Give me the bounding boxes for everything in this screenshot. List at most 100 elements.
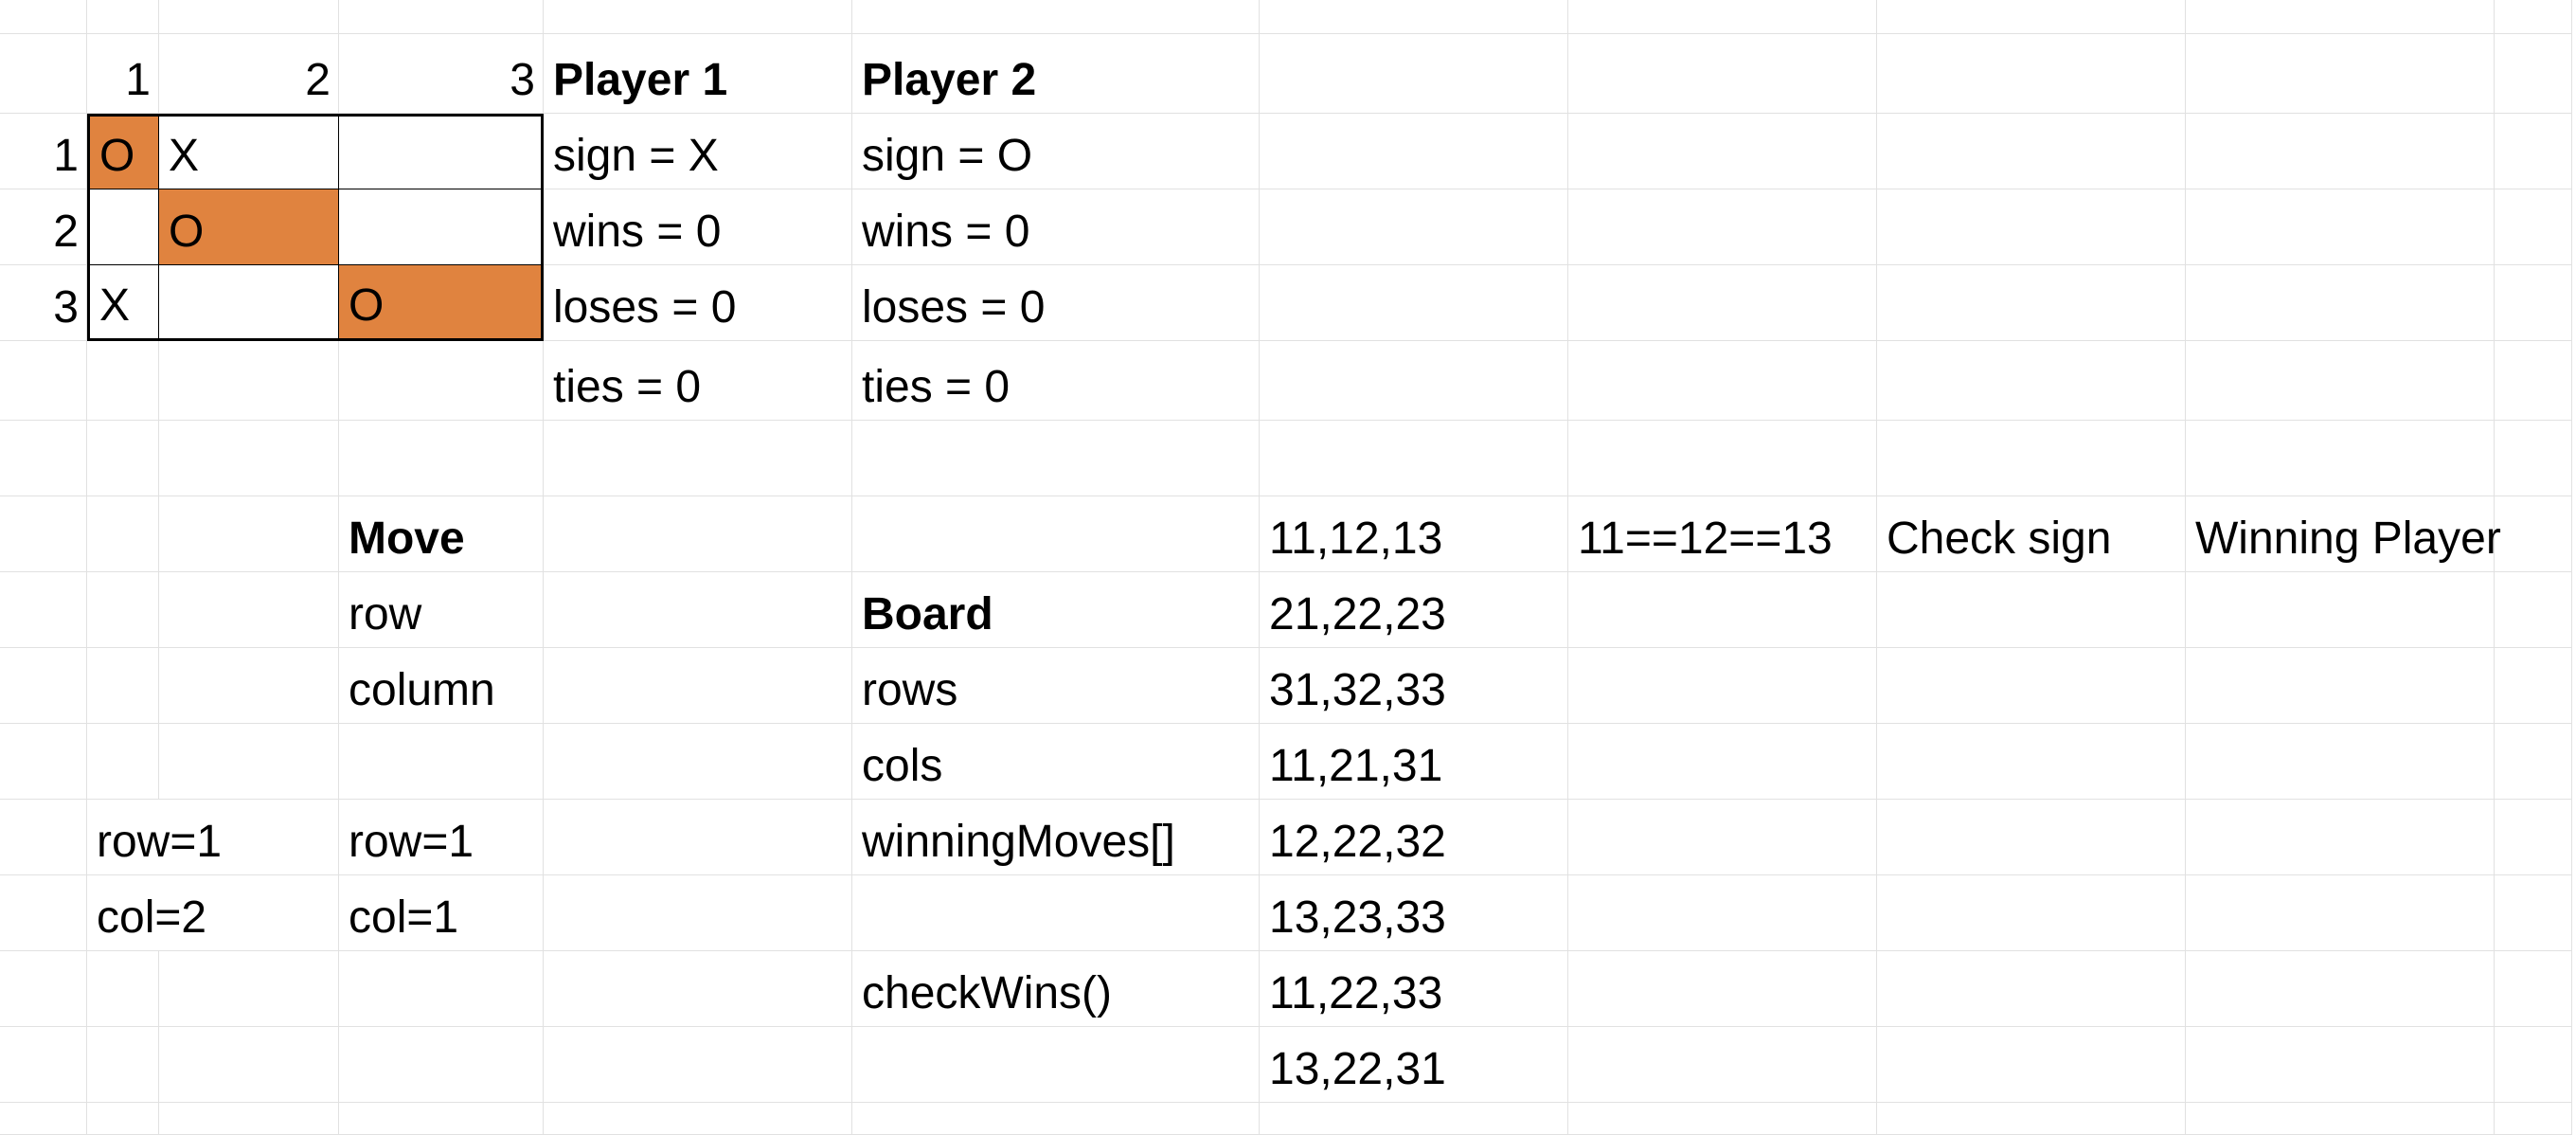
cell[interactable] xyxy=(1568,648,1877,724)
winning-move-entry[interactable]: 13,22,31 xyxy=(1260,1027,1568,1103)
board-rows-label[interactable]: rows xyxy=(852,648,1260,724)
cell[interactable] xyxy=(2495,648,2572,724)
cell[interactable] xyxy=(2186,648,2495,724)
cell[interactable] xyxy=(2186,114,2495,189)
cell[interactable] xyxy=(339,951,544,1027)
cell[interactable] xyxy=(0,951,87,1027)
player2-loses[interactable]: loses = 0 xyxy=(852,265,1260,341)
cell[interactable] xyxy=(852,496,1260,572)
cell[interactable] xyxy=(0,34,87,114)
cell[interactable] xyxy=(1568,421,1877,496)
move-example-a-row[interactable]: row=1 xyxy=(87,800,339,875)
cell[interactable] xyxy=(0,648,87,724)
cell[interactable] xyxy=(0,0,87,34)
cell[interactable] xyxy=(0,341,87,421)
cell[interactable] xyxy=(159,1027,339,1103)
board-winning-moves-label[interactable]: winningMoves[] xyxy=(852,800,1260,875)
cell[interactable] xyxy=(2186,800,2495,875)
cell[interactable] xyxy=(1877,1103,2186,1135)
cell[interactable] xyxy=(1877,875,2186,951)
board-cols-label[interactable]: cols xyxy=(852,724,1260,800)
cell[interactable] xyxy=(0,421,87,496)
winning-move-entry[interactable]: 31,32,33 xyxy=(1260,648,1568,724)
cell[interactable] xyxy=(544,1103,852,1135)
cell[interactable] xyxy=(2495,800,2572,875)
cell[interactable] xyxy=(1877,265,2186,341)
cell[interactable] xyxy=(0,496,87,572)
player2-sign[interactable]: sign = O xyxy=(852,114,1260,189)
cell[interactable] xyxy=(2495,265,2572,341)
cell[interactable] xyxy=(2186,724,2495,800)
player1-loses[interactable]: loses = 0 xyxy=(544,265,852,341)
check-wins-label[interactable]: checkWins() xyxy=(852,951,1260,1027)
board-cell-3-2[interactable] xyxy=(159,265,339,341)
cell[interactable] xyxy=(1260,1103,1568,1135)
cell[interactable] xyxy=(2495,951,2572,1027)
cell[interactable] xyxy=(2495,341,2572,421)
move-example-b-row[interactable]: row=1 xyxy=(339,800,544,875)
cell[interactable] xyxy=(1568,1103,1877,1135)
cell[interactable] xyxy=(1877,572,2186,648)
board-cell-1-3[interactable] xyxy=(339,114,544,189)
cell[interactable] xyxy=(544,648,852,724)
cell[interactable] xyxy=(2186,265,2495,341)
cell[interactable] xyxy=(544,572,852,648)
cell[interactable] xyxy=(87,0,159,34)
cell[interactable] xyxy=(0,800,87,875)
cell[interactable] xyxy=(1260,0,1568,34)
cell[interactable] xyxy=(339,0,544,34)
cell[interactable] xyxy=(159,648,339,724)
cell[interactable] xyxy=(544,800,852,875)
cell[interactable] xyxy=(0,724,87,800)
cell[interactable] xyxy=(159,496,339,572)
cell[interactable] xyxy=(2186,1027,2495,1103)
cell[interactable] xyxy=(1568,265,1877,341)
cell[interactable] xyxy=(0,875,87,951)
move-example-a-col[interactable]: col=2 xyxy=(87,875,339,951)
cell[interactable] xyxy=(1877,800,2186,875)
move-column-label[interactable]: column xyxy=(339,648,544,724)
cell[interactable] xyxy=(1877,1027,2186,1103)
cell[interactable] xyxy=(1568,189,1877,265)
cell[interactable] xyxy=(1568,341,1877,421)
player1-ties[interactable]: ties = 0 xyxy=(544,341,852,421)
cell[interactable] xyxy=(159,724,339,800)
cell[interactable] xyxy=(1877,114,2186,189)
winning-move-entry[interactable]: 21,22,23 xyxy=(1260,572,1568,648)
board-row-header[interactable]: 2 xyxy=(0,189,87,265)
winning-player-label[interactable]: Winning Player xyxy=(2186,496,2501,572)
move-title[interactable]: Move xyxy=(339,496,544,572)
board-col-header[interactable]: 3 xyxy=(339,34,544,114)
player1-wins[interactable]: wins = 0 xyxy=(544,189,852,265)
cell[interactable] xyxy=(1568,951,1877,1027)
cell[interactable] xyxy=(2495,189,2572,265)
cell[interactable] xyxy=(2186,34,2495,114)
cell[interactable] xyxy=(159,572,339,648)
cell[interactable] xyxy=(2495,1027,2572,1103)
cell[interactable] xyxy=(339,1027,544,1103)
cell[interactable] xyxy=(2186,0,2495,34)
cell[interactable] xyxy=(852,875,1260,951)
cell[interactable] xyxy=(159,951,339,1027)
board-cell-3-1[interactable]: X xyxy=(87,265,159,341)
winning-move-entry[interactable]: 11,21,31 xyxy=(1260,724,1568,800)
cell[interactable] xyxy=(1877,0,2186,34)
cell[interactable] xyxy=(852,0,1260,34)
cell[interactable] xyxy=(544,421,852,496)
cell[interactable] xyxy=(544,951,852,1027)
cell[interactable] xyxy=(544,875,852,951)
cell[interactable] xyxy=(2186,572,2495,648)
cell[interactable] xyxy=(852,1027,1260,1103)
board-cell-1-2[interactable]: X xyxy=(159,114,339,189)
cell[interactable] xyxy=(1877,189,2186,265)
cell[interactable] xyxy=(544,1027,852,1103)
cell[interactable] xyxy=(0,1027,87,1103)
check-condition[interactable]: 11==12==13 xyxy=(1568,496,1877,572)
player2-title[interactable]: Player 2 xyxy=(852,34,1260,114)
cell[interactable] xyxy=(2495,875,2572,951)
cell[interactable] xyxy=(2495,572,2572,648)
cell[interactable] xyxy=(2186,189,2495,265)
cell[interactable] xyxy=(87,572,159,648)
cell[interactable] xyxy=(1260,189,1568,265)
cell[interactable] xyxy=(1877,951,2186,1027)
